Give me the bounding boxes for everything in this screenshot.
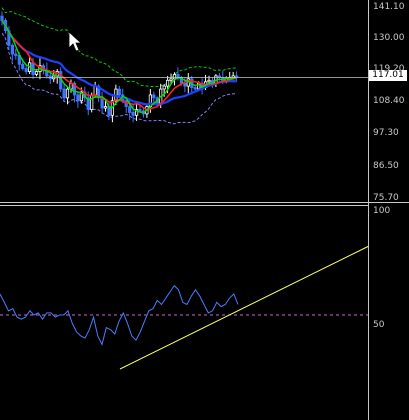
rsi-tick-label: 100 [373, 206, 391, 216]
candle-body [86, 97, 90, 110]
price-chart [0, 7, 368, 125]
candle-body [169, 78, 173, 81]
price-tick-label: 130.00 [373, 33, 405, 43]
price-tick-label: 86.50 [373, 161, 399, 171]
candle-body [72, 82, 77, 96]
mouse-cursor-icon [68, 31, 83, 52]
price-tick-label: 141.10 [373, 2, 405, 12]
price-tick-label: 108.40 [373, 96, 405, 106]
candle-body [134, 109, 139, 116]
ma-slow-line [1, 19, 237, 106]
candle-body [128, 106, 132, 113]
candle-body [193, 87, 197, 90]
candle-body [21, 63, 25, 69]
candle-body [176, 74, 180, 78]
candle-body [162, 85, 166, 90]
candle-body [138, 109, 142, 112]
bollinger-upper-line [1, 7, 237, 87]
candle-body [107, 106, 111, 116]
price-tick-label: 97.30 [373, 128, 399, 138]
candle-body [152, 94, 156, 99]
current-price-tag: 117.01 [369, 70, 407, 81]
rsi-tick-label: 50 [373, 320, 385, 330]
candle-body [65, 88, 70, 99]
candle-body [165, 79, 170, 87]
candle-body [10, 44, 14, 55]
candle-body [24, 68, 28, 72]
candle-body [183, 82, 187, 87]
candle-body [62, 88, 66, 99]
candle-body [90, 94, 94, 110]
price-tick-label: 119.20 [373, 64, 405, 74]
bollinger-lower-line [1, 33, 237, 125]
candle-body [207, 79, 211, 83]
candle-body [14, 53, 18, 56]
ma-fast-line [1, 20, 237, 114]
candle-body [117, 88, 121, 96]
rsi-line [0, 284, 239, 346]
candle-body [76, 94, 80, 102]
candle-body [34, 71, 39, 75]
rsi-chart [0, 245, 370, 370]
candle-body [103, 106, 108, 109]
candle-body [93, 85, 97, 96]
price-tick-label: 75.70 [373, 193, 399, 203]
candle-body [172, 74, 177, 80]
trendline [119, 245, 370, 370]
candle-body [131, 112, 135, 116]
